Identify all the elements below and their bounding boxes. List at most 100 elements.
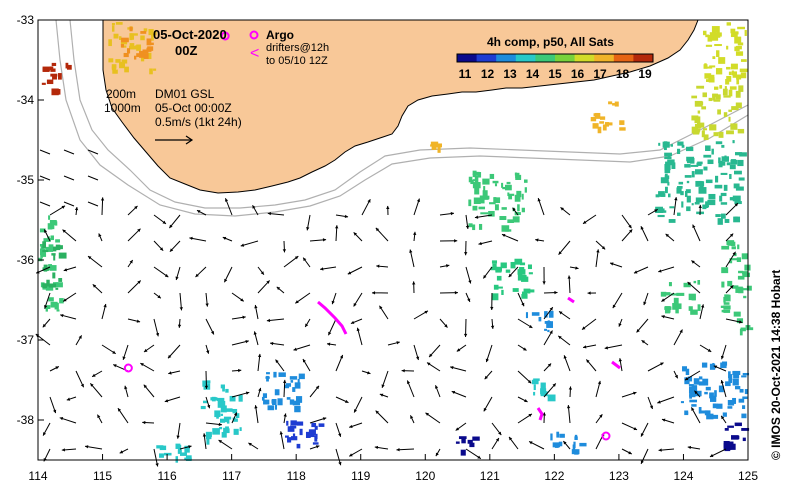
- vector-head: [80, 383, 84, 388]
- vector-head: [424, 310, 428, 314]
- sst-pixel: [164, 452, 172, 456]
- current-vector: [585, 359, 597, 372]
- sst-pixel: [220, 413, 224, 416]
- vector-head: [691, 260, 695, 264]
- current-vector: [621, 422, 638, 431]
- vector-head: [521, 302, 525, 307]
- sst-pixel: [714, 184, 723, 189]
- current-vector: [87, 201, 99, 207]
- sst-pixel: [737, 26, 746, 30]
- sst-pixel: [523, 288, 531, 294]
- sst-pixel: [695, 131, 700, 134]
- x-tick-label: 124: [673, 469, 693, 483]
- sst-pixel: [489, 202, 496, 205]
- sst-pixel: [676, 187, 682, 194]
- vector-head: [734, 203, 738, 207]
- sst-pixel: [721, 213, 726, 219]
- sst-pixel: [520, 262, 526, 266]
- x-tick-label: 125: [738, 469, 758, 483]
- sst-pixel: [143, 53, 149, 59]
- current-vector: [320, 266, 337, 271]
- sst-pixel: [289, 376, 298, 380]
- sst-pixel: [58, 277, 63, 282]
- sst-pixel: [206, 438, 210, 445]
- sst-pixel: [574, 436, 578, 441]
- sst-pixel: [48, 283, 57, 288]
- vector-head: [454, 239, 458, 243]
- vector-head: [558, 335, 562, 340]
- sst-pixel: [716, 50, 720, 57]
- sst-pixel: [52, 246, 57, 252]
- vector-head: [427, 362, 431, 366]
- drifter-track: [611, 360, 621, 370]
- sst-pixel: [139, 50, 145, 58]
- sst-pixel: [296, 421, 304, 426]
- sst-pixel: [478, 223, 483, 230]
- sst-pixel: [683, 282, 691, 288]
- sst-pixel: [705, 386, 711, 391]
- sst-pixel: [714, 390, 717, 397]
- sst-pixel: [311, 422, 317, 428]
- current-vector: [661, 315, 675, 320]
- current-vector: [350, 318, 363, 324]
- sst-pixel: [501, 207, 507, 210]
- vector-head: [62, 229, 66, 233]
- sst-pixel: [669, 206, 675, 209]
- current-vector: [127, 318, 141, 323]
- current-vector: [587, 291, 597, 295]
- x-axis-ticks: 114 115 116 117 118 119 120 121 122 123 124 125: [28, 454, 758, 483]
- sst-pixel: [742, 288, 751, 291]
- vector-head: [347, 271, 352, 275]
- sst-pixel: [677, 148, 681, 155]
- sst-pixel: [521, 193, 524, 200]
- sst-pixel: [178, 444, 182, 452]
- current-vector: [205, 422, 222, 427]
- sst-pixel: [709, 65, 716, 68]
- colorbar-ticks: 11 12 13 14 15 16 17 18 19: [459, 67, 652, 81]
- vector-head: [44, 305, 48, 309]
- current-vector: [406, 380, 415, 398]
- sst-pixel: [724, 218, 730, 223]
- sst-pixel: [664, 156, 672, 160]
- sst-pixel: [120, 44, 125, 48]
- sst-pixel: [738, 177, 745, 181]
- sst-pixel: [699, 169, 702, 174]
- current-vector: [665, 233, 675, 242]
- sst-pixel: [742, 405, 746, 410]
- current-vector: [657, 396, 675, 404]
- current-vector: [179, 292, 183, 311]
- sst-pixel: [675, 308, 679, 314]
- sst-pixel: [731, 31, 738, 38]
- sst-pixel: [707, 159, 714, 165]
- current-vector: [582, 344, 597, 349]
- current-vector: [412, 281, 416, 294]
- vector-head: [661, 418, 666, 422]
- current-vector: [205, 318, 215, 335]
- sst-pixel: [287, 426, 295, 432]
- sst-pixel: [727, 425, 734, 428]
- sst-pixel: [294, 382, 301, 389]
- sst-pixel: [140, 31, 147, 34]
- vector-head: [97, 414, 101, 419]
- sst-pixel: [742, 396, 748, 400]
- date-label: 05-Oct-2020: [153, 27, 227, 42]
- sst-pixel: [677, 212, 681, 216]
- sst-pixel: [664, 175, 670, 180]
- model-time-label: 05-Oct 00:00Z: [155, 101, 232, 115]
- vector-head: [349, 453, 353, 457]
- model-name-label: DM01 GSL: [155, 87, 215, 101]
- sst-pixel: [724, 86, 727, 90]
- current-vector: [347, 266, 363, 275]
- sst-pixel: [668, 193, 671, 198]
- plot-frame: [37, 19, 749, 461]
- current-vector: [401, 369, 415, 373]
- current-vector: [725, 251, 736, 268]
- sst-pixel: [668, 219, 676, 223]
- sst-pixel: [53, 253, 56, 261]
- sst-pixel: [724, 294, 728, 301]
- sst-pixel: [40, 254, 43, 258]
- vector-head: [189, 236, 193, 241]
- vector-head: [282, 379, 287, 384]
- sst-pixel: [667, 159, 675, 166]
- argo-float-marker: [123, 363, 133, 373]
